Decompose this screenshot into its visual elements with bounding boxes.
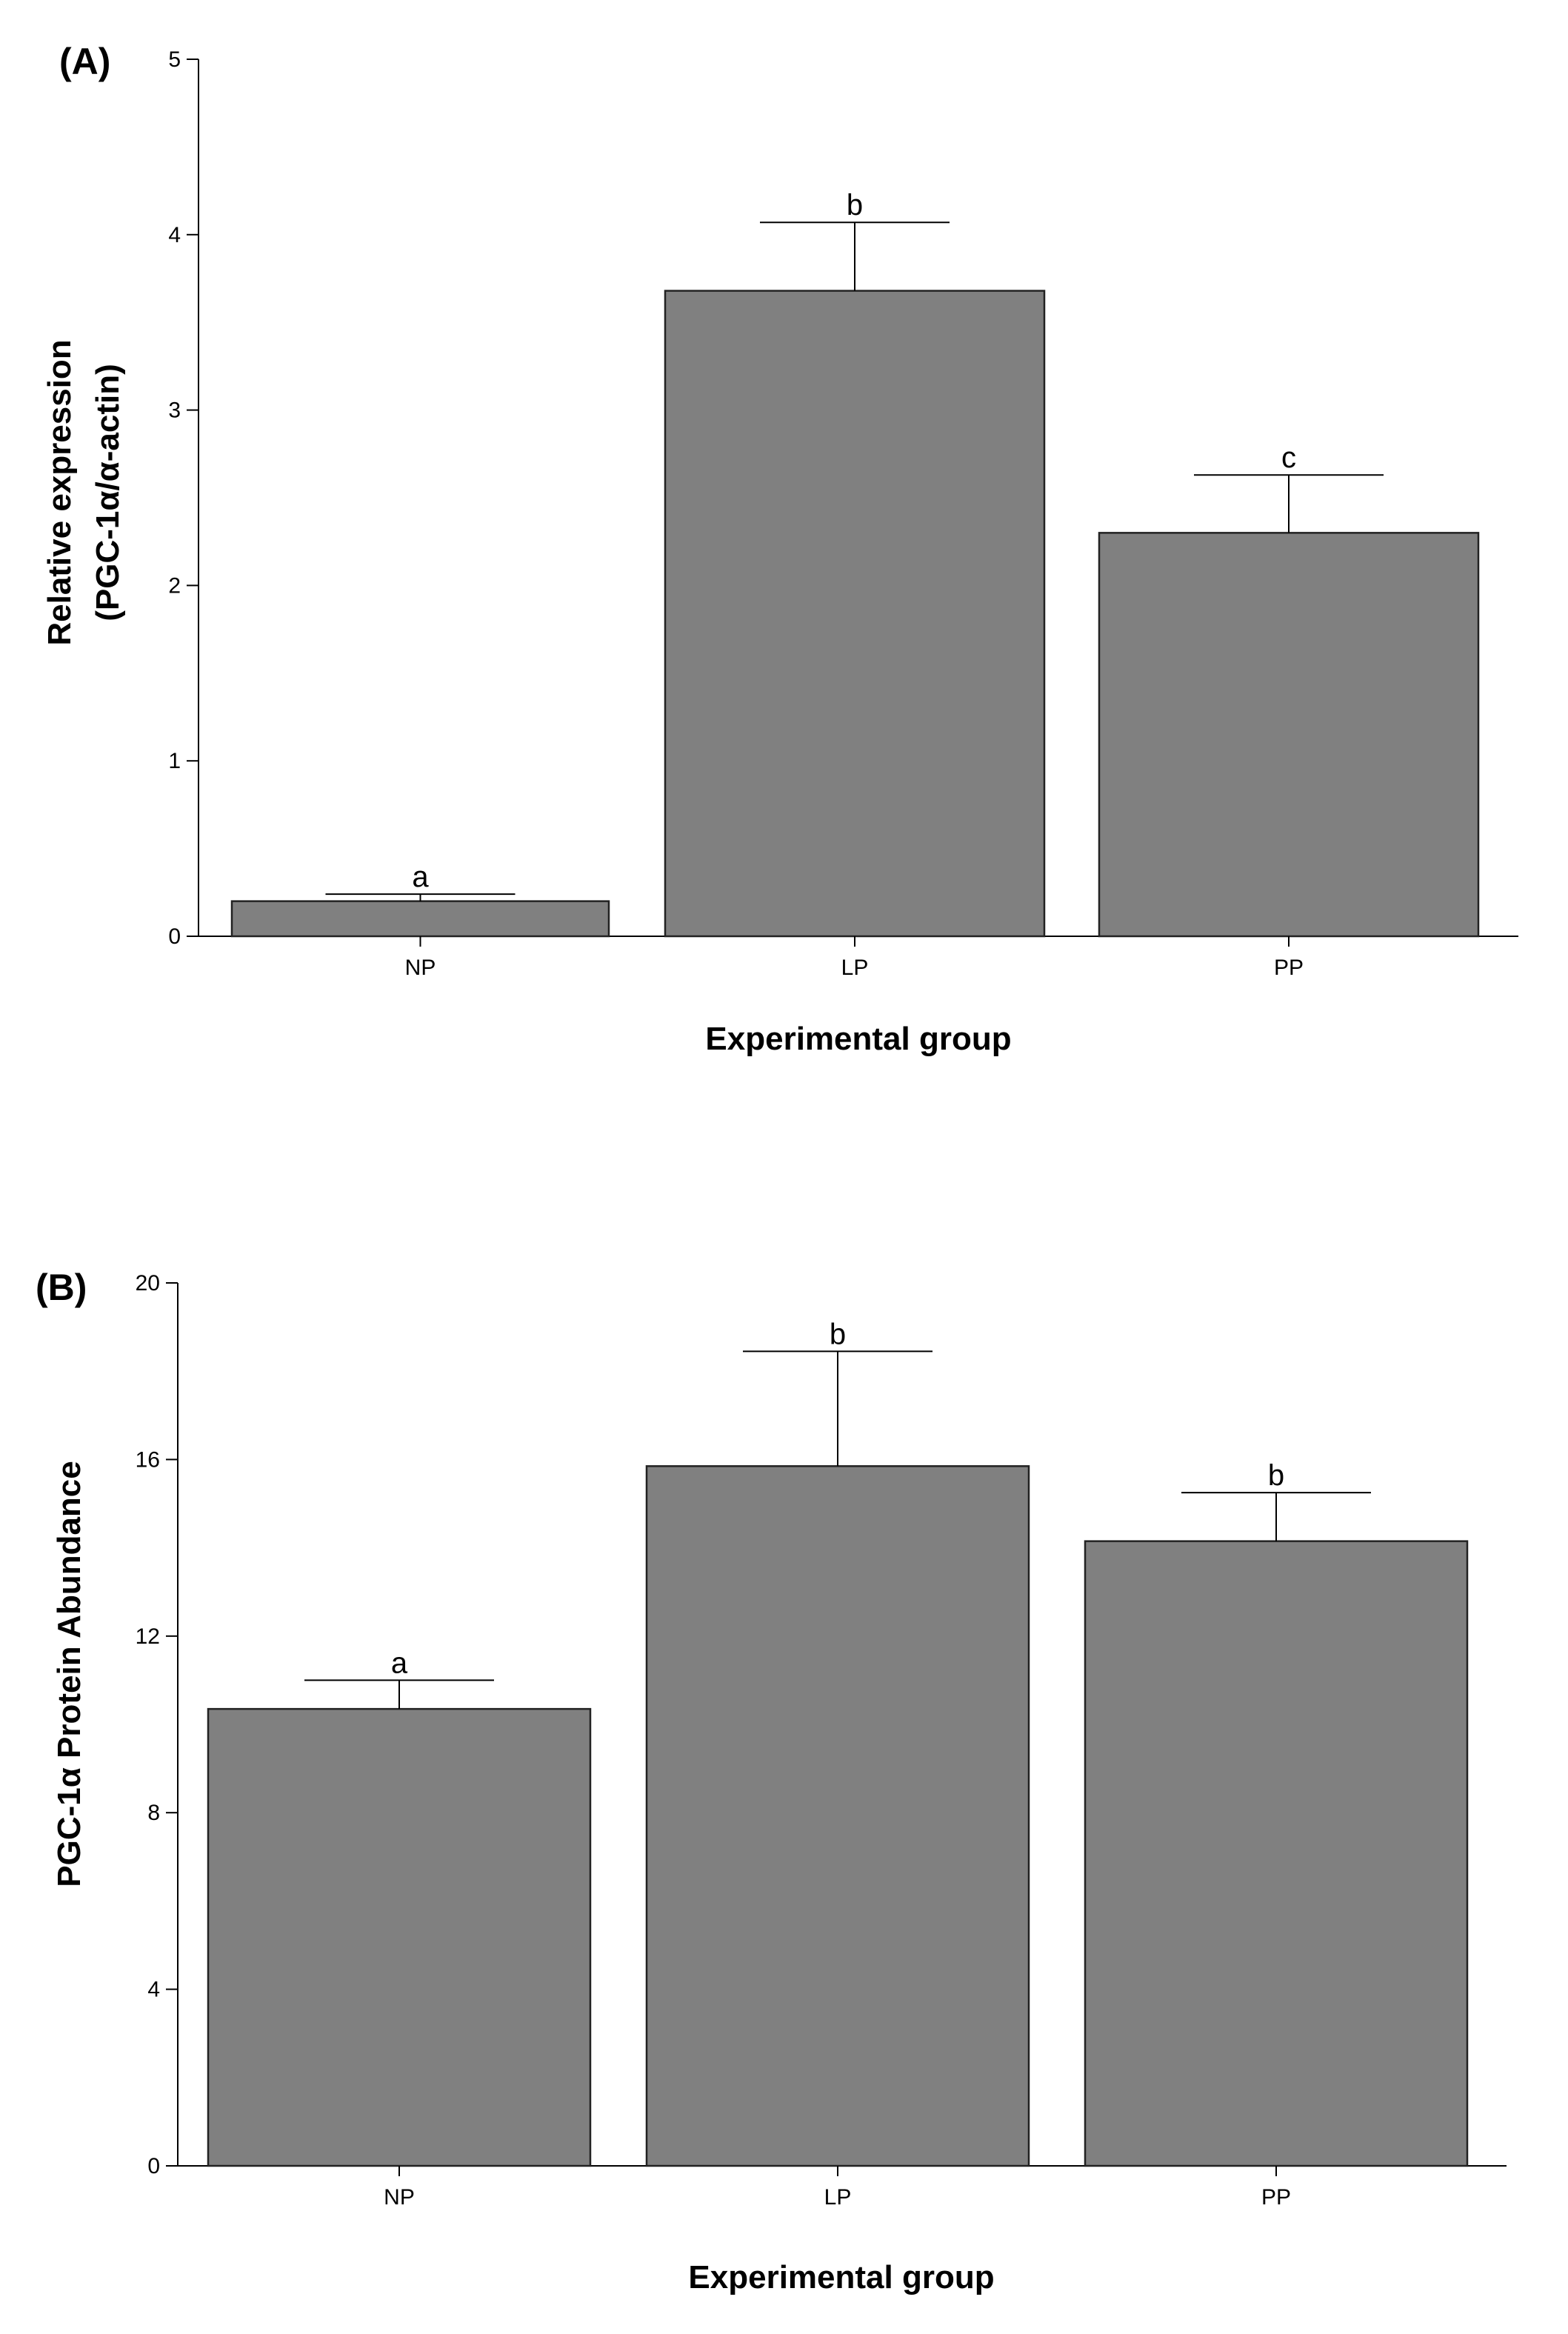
panel-a-x-axis-title: Experimental group xyxy=(705,1021,1011,1057)
panel-a-bar xyxy=(1098,532,1480,938)
panel-a-y-tick-label: 3 xyxy=(168,399,181,423)
panel-a-y-tick-label: 4 xyxy=(168,223,181,247)
panel-b-y-tick-label: 8 xyxy=(147,1801,160,1825)
panel-b-chart: (B) PGC-1α Protein Abundance Experimenta… xyxy=(36,1267,1507,2295)
panel-a-significance-letter: a xyxy=(412,861,429,893)
panel-a-y-tick-label: 0 xyxy=(168,924,181,949)
panel-a-y-axis-title-line1: Relative expression xyxy=(41,339,78,645)
panel-b-x-category-label: NP xyxy=(384,2185,415,2210)
panel-b-significance-letter: b xyxy=(830,1318,846,1350)
panel-b-x-category-label: LP xyxy=(824,2185,852,2210)
panel-a-significance-letter: b xyxy=(847,189,863,221)
panel-b-significance-letter: a xyxy=(391,1647,408,1679)
panel-b-y-tick-label: 0 xyxy=(147,2154,160,2178)
panel-b-x-category-label: PP xyxy=(1261,2185,1291,2210)
panel-b-y-tick-label: 20 xyxy=(136,1271,160,1296)
panel-a-bar xyxy=(230,900,610,938)
panel-b-y-tick-label: 4 xyxy=(147,1978,160,2002)
panel-a-x-category-label: PP xyxy=(1274,956,1304,980)
panel-a-chart: (A) Relative expression (PGC-1α/α-actin)… xyxy=(41,41,1518,1057)
panel-b-significance-letter: b xyxy=(1268,1459,1284,1492)
panel-a-bar xyxy=(664,290,1046,938)
panel-a-y-tick-label: 2 xyxy=(168,573,181,598)
panel-a-label: (A) xyxy=(59,41,110,82)
panel-a-y-tick-label: 5 xyxy=(168,47,181,72)
panel-a-x-category-label: LP xyxy=(841,956,869,980)
panel-a-y-tick-label: 1 xyxy=(168,749,181,773)
panel-a-x-category-label: NP xyxy=(405,956,436,980)
panel-b-bar xyxy=(1084,1540,1469,2167)
panel-a-y-axis-title-line2: (PGC-1α/α-actin) xyxy=(90,364,126,621)
panel-b-y-tick-label: 16 xyxy=(136,1447,160,1472)
panel-b-bar xyxy=(207,1707,592,2167)
panel-b-x-axis-title: Experimental group xyxy=(688,2259,994,2295)
panel-b-y-tick-label: 12 xyxy=(136,1624,160,1649)
panel-b-y-axis-title: PGC-1α Protein Abundance xyxy=(51,1461,87,1887)
panel-b-bar xyxy=(645,1465,1030,2167)
panel-a-significance-letter: c xyxy=(1281,441,1296,474)
panel-b-label: (B) xyxy=(36,1267,87,1308)
